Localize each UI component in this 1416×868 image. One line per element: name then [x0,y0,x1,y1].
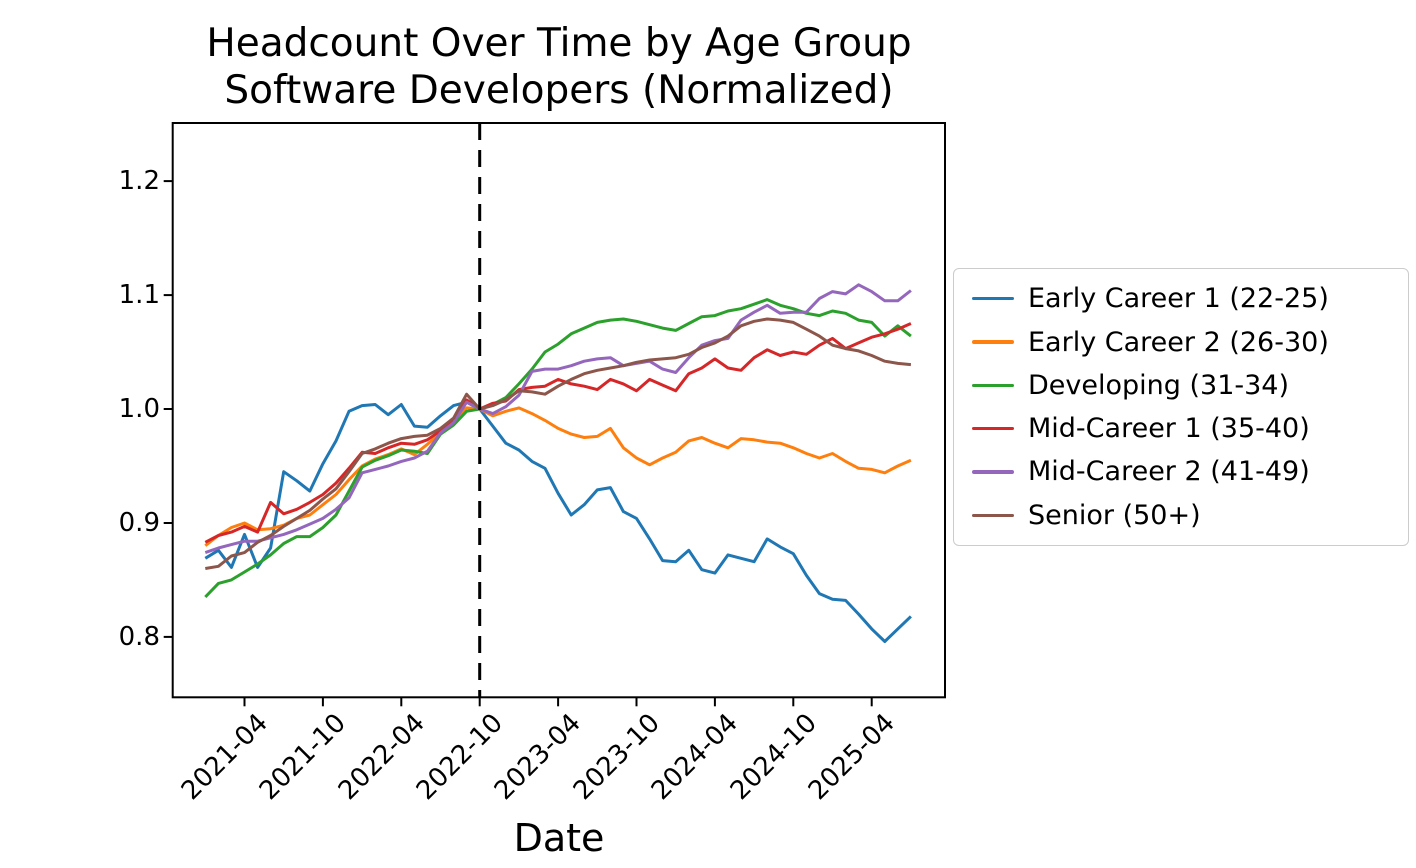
legend-label: Mid-Career 1 (35-40) [1028,413,1310,445]
legend-item: Mid-Career 1 (35-40) [966,407,1396,450]
legend-swatch-senior-50 [972,513,1014,518]
x-axis-label: Date [513,816,605,860]
legend-swatch-mid-career-1-35-40 [972,426,1014,431]
legend-item: Early Career 2 (26-30) [966,320,1396,363]
legend-item: Developing (31-34) [966,364,1396,407]
chart-title-line2: Software Developers (Normalized) [224,68,894,113]
plot-border [171,122,946,699]
legend-swatch-developing-31-34 [972,383,1014,388]
chart-title: Headcount Over Time by Age Group Softwar… [0,20,1118,114]
series-line-early-career-1-22-25 [204,400,912,643]
series-line-mid-career-2-41-49 [204,283,912,555]
legend-swatch-early-career-1-22-25 [972,296,1014,301]
legend-label: Developing (31-34) [1028,369,1290,401]
series-line-developing-31-34 [204,298,912,599]
series-line-mid-career-1-35-40 [204,322,912,544]
series-line-early-career-2-26-30 [204,406,912,547]
legend-item: Senior (50+) [966,494,1396,537]
y-tick-label: 1.0 [118,394,160,424]
chart-title-line1: Headcount Over Time by Age Group [206,21,912,66]
legend-swatch-early-career-2-26-30 [972,340,1014,344]
legend-item: Mid-Career 2 (41-49) [966,450,1396,493]
legend-item: Early Career 1 (22-25) [966,277,1396,320]
legend-label: Early Career 2 (26-30) [1028,326,1329,358]
legend: Early Career 1 (22-25) Early Career 2 (26… [953,268,1409,546]
y-tick-label: 0.8 [118,621,160,652]
legend-label: Mid-Career 2 (41-49) [1028,456,1310,488]
legend-swatch-mid-career-2-41-49 [972,470,1014,474]
legend-label: Early Career 1 (22-25) [1028,283,1329,315]
series-line-senior-50 [205,317,912,570]
y-tick-label: 1.1 [118,280,160,311]
legend-label: Senior (50+) [1028,499,1201,531]
y-tick-label: 0.9 [118,507,160,538]
y-tick-label: 1.2 [118,166,160,197]
